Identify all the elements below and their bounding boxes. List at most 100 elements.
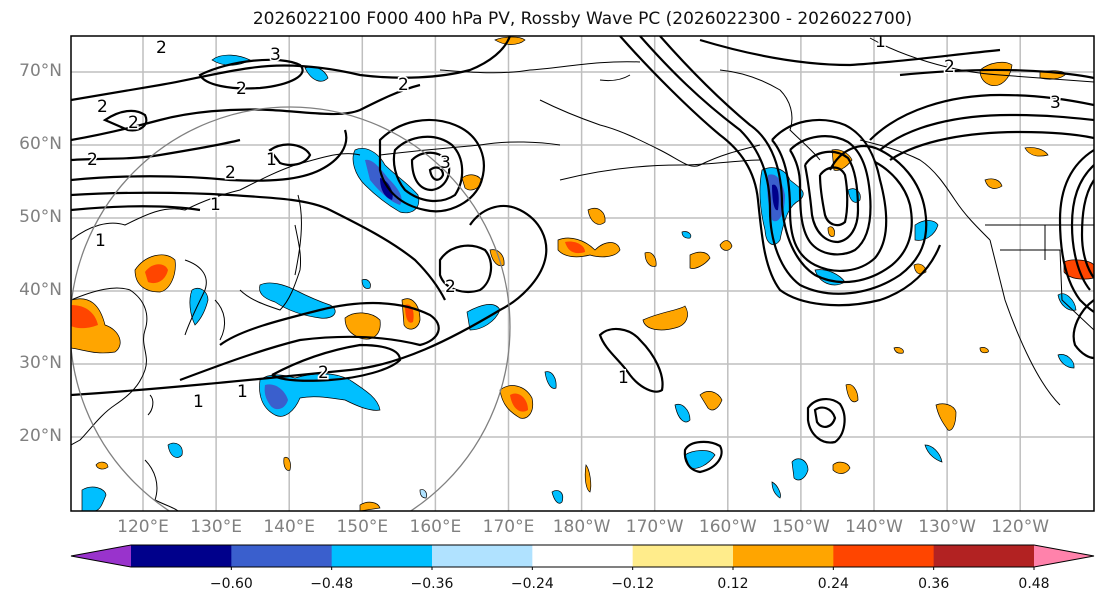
colorbar-segment xyxy=(833,545,935,567)
contour-label: 1 xyxy=(618,368,629,388)
shade-positive xyxy=(827,226,835,237)
shade-positive xyxy=(845,384,859,403)
lon-label: 130°E xyxy=(190,517,242,537)
contour-label: 1 xyxy=(237,382,248,402)
shade-negative xyxy=(684,450,716,469)
shade-negative xyxy=(771,481,781,499)
shade-positive xyxy=(95,461,109,470)
shade-negative xyxy=(189,287,209,326)
lon-label: 130°W xyxy=(918,517,976,537)
colorbar-tick-label: −0.48 xyxy=(310,576,354,592)
colorbar-segment xyxy=(532,545,634,567)
shade-positive xyxy=(642,305,688,331)
contour-label: 3 xyxy=(270,45,281,65)
contour-label: 2 xyxy=(128,113,139,133)
colorbar-segment xyxy=(331,545,433,567)
lat-label: 60°N xyxy=(19,134,62,154)
colorbar-extend-max xyxy=(1034,545,1094,567)
shade-positive xyxy=(565,241,585,254)
contour-label: 3 xyxy=(440,153,451,173)
shade-negative xyxy=(1057,354,1075,369)
colorbar-tick-label: −0.12 xyxy=(611,576,655,592)
shade-negative xyxy=(419,489,427,499)
colorbar-tick-label: −0.24 xyxy=(510,576,554,592)
contour-label: 2 xyxy=(236,79,247,99)
shade-positive xyxy=(984,178,1003,189)
lon-label: 120°W xyxy=(991,517,1050,537)
lon-label: 170°E xyxy=(482,517,535,537)
shade-positive xyxy=(587,208,606,225)
contour-label: 2 xyxy=(944,57,955,77)
shade-positive xyxy=(494,36,526,45)
colorbar-segment xyxy=(231,545,333,567)
lon-label: 140°E xyxy=(263,517,316,537)
colorbar-outline xyxy=(70,544,1095,568)
colorbar-tick-label: 0.24 xyxy=(817,576,849,592)
shade-negative xyxy=(259,282,336,319)
shade-positive xyxy=(979,347,989,354)
lon-label: 150°E xyxy=(336,517,389,537)
contour-label: 2 xyxy=(398,75,409,95)
lon-label: 150°W xyxy=(772,517,830,537)
lat-label: 50°N xyxy=(19,207,62,227)
contour-label: 2 xyxy=(97,97,108,117)
colorbar-segment xyxy=(632,545,734,567)
colorbar-extend-min xyxy=(71,545,131,567)
shade-positive xyxy=(71,305,98,329)
shade-negative xyxy=(167,442,183,458)
coastlines xyxy=(71,37,1094,511)
contour-label: 2 xyxy=(87,150,98,170)
shade-positive xyxy=(831,149,853,171)
lon-label: 120°E xyxy=(117,517,169,537)
colorbar-segment xyxy=(131,545,232,567)
radius-circle-outline xyxy=(71,106,511,511)
colorbar xyxy=(70,544,1095,570)
colorbar-tick-label: 0.36 xyxy=(918,576,950,592)
shade-positive xyxy=(689,251,711,269)
shade-positive xyxy=(145,264,168,284)
shade-positive xyxy=(893,347,904,354)
map-background xyxy=(71,36,1094,511)
shade-negative xyxy=(361,279,371,289)
shade-positive xyxy=(283,456,291,471)
shade-negative xyxy=(791,458,809,481)
shade-negative xyxy=(380,178,393,200)
shade-negative xyxy=(772,184,779,211)
shade-positive xyxy=(359,501,381,511)
contour-label: 1 xyxy=(95,231,106,251)
shade-positive xyxy=(1024,147,1049,157)
pv-contours xyxy=(71,36,1094,474)
lat-label: 70°N xyxy=(19,61,62,81)
lon-label: 170°W xyxy=(625,517,684,537)
contour-label: 2 xyxy=(445,277,456,297)
shade-positive xyxy=(699,391,723,411)
shade-negative xyxy=(264,384,288,410)
lon-label: 160°W xyxy=(698,517,757,537)
shade-positive xyxy=(719,240,733,251)
lat-label: 20°N xyxy=(19,426,62,446)
shade-positive xyxy=(832,461,851,474)
contour-label: 2 xyxy=(225,163,236,183)
shade-positive xyxy=(979,61,1013,86)
colorbar-tick-label: 0.12 xyxy=(717,576,749,592)
contour-labels: 2 2 2 1 2 2 2 3 2 1 2 3 1 1 2 1 2 1 3 1 xyxy=(86,32,1063,414)
lon-label: 180°W xyxy=(552,517,611,537)
shade-negative xyxy=(259,373,381,417)
shade-positive xyxy=(644,252,657,267)
contour-label: 1 xyxy=(875,32,886,52)
contour-label: 1 xyxy=(266,150,277,170)
shade-negative xyxy=(681,231,692,239)
colorbar-tick-label: −0.36 xyxy=(410,576,454,592)
shade-negative xyxy=(551,490,564,504)
shade-negative xyxy=(674,404,691,423)
shade-negative xyxy=(924,444,943,463)
colorbar-segment xyxy=(432,545,533,567)
contour-label: 1 xyxy=(193,392,204,412)
rossby-wave-pc-shading xyxy=(71,36,1094,511)
map-frame xyxy=(70,35,1095,512)
colorbar-tick-label: 0.48 xyxy=(1018,576,1050,592)
colorbar-segment xyxy=(733,545,834,567)
lon-label: 140°W xyxy=(845,517,903,537)
shade-negative xyxy=(544,371,557,389)
map-panel: 2 2 2 1 2 2 2 3 2 1 2 3 1 1 2 1 2 1 3 1 xyxy=(70,32,1095,512)
